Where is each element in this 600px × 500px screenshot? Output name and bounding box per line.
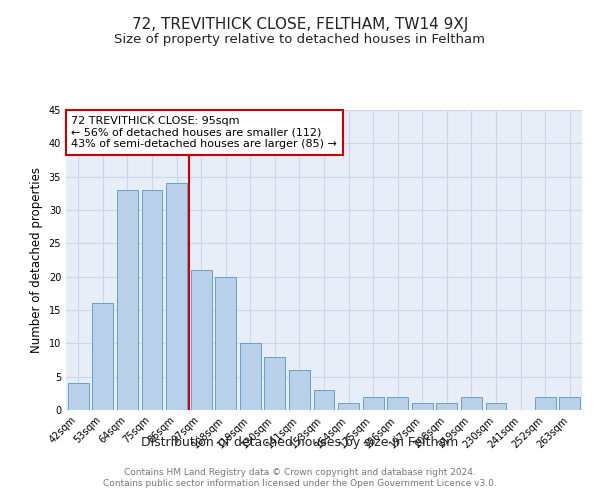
- Bar: [559, 396, 580, 410]
- Text: Distribution of detached houses by size in Feltham: Distribution of detached houses by size …: [142, 436, 458, 449]
- Bar: [436, 404, 457, 410]
- Bar: [240, 344, 261, 410]
- Bar: [387, 396, 408, 410]
- Text: Size of property relative to detached houses in Feltham: Size of property relative to detached ho…: [115, 32, 485, 46]
- Bar: [289, 370, 310, 410]
- Bar: [142, 190, 163, 410]
- Bar: [314, 390, 334, 410]
- Bar: [461, 396, 482, 410]
- Bar: [117, 190, 138, 410]
- Bar: [166, 184, 187, 410]
- Bar: [92, 304, 113, 410]
- Text: 72, TREVITHICK CLOSE, FELTHAM, TW14 9XJ: 72, TREVITHICK CLOSE, FELTHAM, TW14 9XJ: [132, 18, 468, 32]
- Bar: [215, 276, 236, 410]
- Bar: [412, 404, 433, 410]
- Bar: [535, 396, 556, 410]
- Bar: [68, 384, 89, 410]
- Bar: [362, 396, 383, 410]
- Text: Contains HM Land Registry data © Crown copyright and database right 2024.
Contai: Contains HM Land Registry data © Crown c…: [103, 468, 497, 487]
- Text: 72 TREVITHICK CLOSE: 95sqm
← 56% of detached houses are smaller (112)
43% of sem: 72 TREVITHICK CLOSE: 95sqm ← 56% of deta…: [71, 116, 337, 149]
- Bar: [191, 270, 212, 410]
- Bar: [338, 404, 359, 410]
- Bar: [485, 404, 506, 410]
- Bar: [265, 356, 286, 410]
- Y-axis label: Number of detached properties: Number of detached properties: [30, 167, 43, 353]
